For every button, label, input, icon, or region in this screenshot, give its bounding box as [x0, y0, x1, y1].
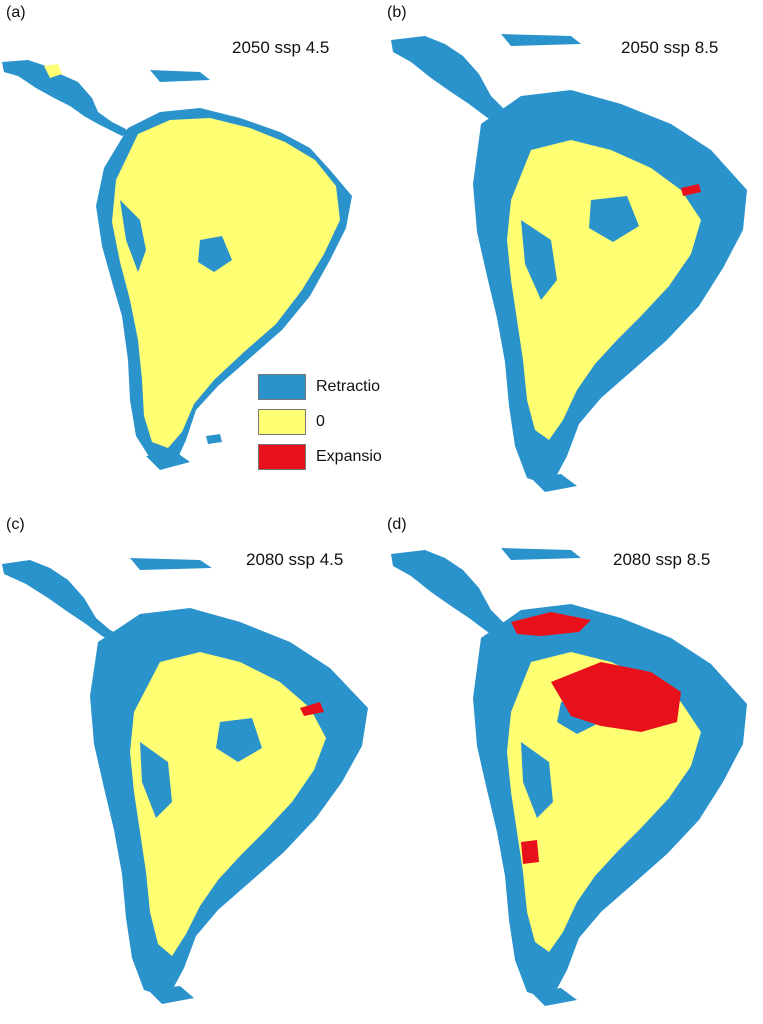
legend-swatch-expansion	[258, 443, 306, 470]
caribbean-islands	[501, 548, 581, 560]
legend-item-stable: 0	[258, 405, 381, 438]
map-panel-c: (c) 2080 ssp 4.5	[0, 512, 381, 1024]
legend-label: 0	[316, 412, 325, 430]
andes-retraction	[521, 742, 553, 818]
interior-stable-region	[112, 118, 340, 448]
interior-stable-region	[507, 140, 701, 440]
andes-retraction	[120, 200, 146, 272]
legend-item-expansion: Expansion	[258, 440, 381, 473]
legend-item-retraction: Retraction	[258, 370, 381, 403]
yucatan-shape	[44, 64, 62, 78]
central-america-shape	[2, 60, 130, 136]
amazon-retraction-patch	[589, 196, 639, 242]
panel-title: 2080 ssp 8.5	[613, 550, 711, 569]
expansion-amazon-north	[511, 612, 591, 636]
falklands	[206, 434, 222, 444]
panel-title: 2050 ssp 8.5	[621, 38, 719, 57]
andes-retraction	[140, 742, 172, 818]
central-america-shape	[391, 550, 511, 640]
caribbean-islands	[130, 558, 212, 570]
panel-letter: (c)	[6, 516, 25, 533]
andes-retraction	[521, 220, 557, 300]
amazon-retraction-patch	[198, 236, 232, 272]
central-america-a	[2, 60, 210, 136]
interior-stable-region	[130, 652, 326, 956]
central-america-shape	[391, 36, 511, 126]
map-d	[391, 548, 747, 1006]
amazon-retraction-patch	[216, 718, 262, 762]
panel-letter: (b)	[387, 4, 407, 21]
legend-label: Retraction	[316, 377, 381, 395]
map-b	[391, 34, 747, 492]
map-a	[2, 60, 352, 470]
panel-letter: (d)	[387, 516, 407, 533]
central-america-shape	[2, 560, 126, 644]
legend: Retraction 0 Expansion	[258, 370, 381, 475]
south-america-a	[96, 108, 352, 470]
tierra-del-fuego	[146, 452, 190, 470]
map-c	[2, 558, 368, 1004]
caribbean-islands	[501, 34, 581, 46]
expansion-patch	[300, 702, 324, 716]
expansion-patch	[681, 184, 701, 196]
legend-swatch-stable	[258, 408, 306, 435]
panel-letter: (a)	[6, 4, 26, 21]
caribbean-islands	[150, 70, 210, 82]
tierra-del-fuego	[148, 986, 194, 1004]
tierra-del-fuego	[531, 474, 577, 492]
map-panel-d: (d) 2080 ssp 8.5	[381, 512, 762, 1024]
panel-title: 2050 ssp 4.5	[232, 38, 330, 57]
legend-label: Expansion	[316, 447, 381, 465]
expansion-amazon-central	[551, 662, 681, 732]
map-panel-b: (b) 2050 ssp 8.5	[381, 0, 762, 512]
legend-swatch-retraction	[258, 373, 306, 400]
map-panel-a: (a) 2050 ssp 4.5 Retraction 0 Expansion	[0, 0, 381, 512]
panel-title: 2080 ssp 4.5	[246, 550, 344, 569]
tierra-del-fuego	[531, 988, 577, 1006]
expansion-andes-south	[521, 840, 539, 864]
